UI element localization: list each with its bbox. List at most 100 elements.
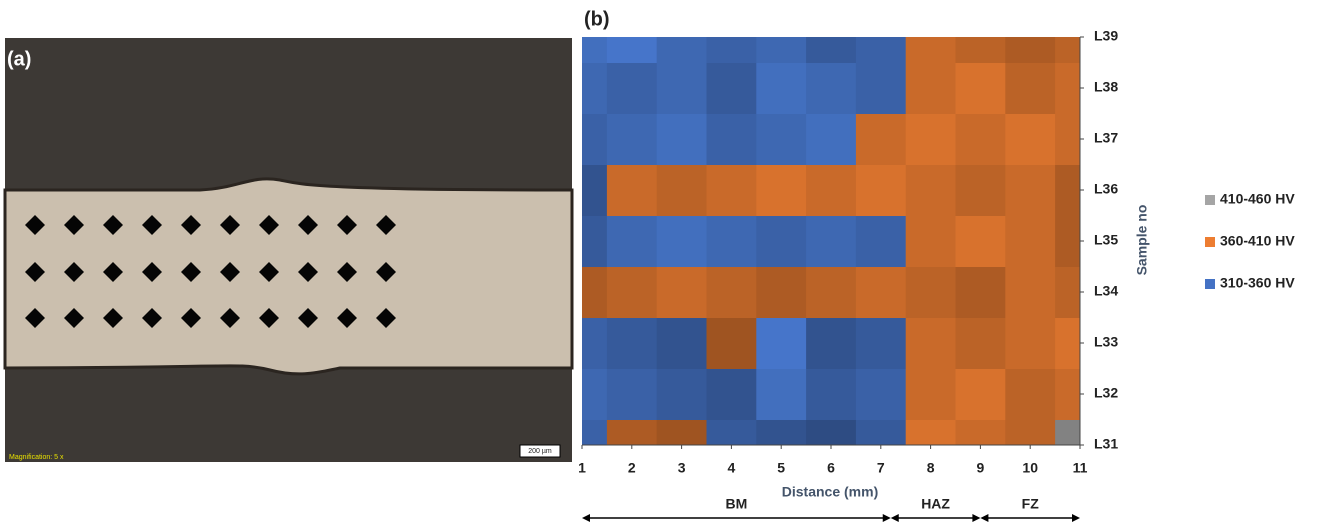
- hardness-cell: [856, 12, 906, 64]
- hardness-cell: [906, 63, 956, 115]
- y-tick-label: L38: [1094, 79, 1118, 95]
- x-tick-label: 10: [1022, 460, 1038, 476]
- y-tick-label: L36: [1094, 181, 1118, 197]
- hardness-cell: [856, 267, 906, 319]
- hardness-cell: [956, 165, 1006, 217]
- hardness-cell: [906, 216, 956, 268]
- x-tick-label: 9: [977, 460, 985, 476]
- hardness-cell: [607, 12, 657, 64]
- hardness-cell: [607, 318, 657, 370]
- hardness-cell: [956, 63, 1006, 115]
- hardness-cell: [806, 216, 856, 268]
- hardness-cell: [756, 63, 806, 115]
- arrow-head: [891, 514, 899, 522]
- hardness-cell: [707, 63, 757, 115]
- x-tick-label: 5: [777, 460, 785, 476]
- weld-strip: [5, 179, 572, 374]
- x-tick-label: 3: [678, 460, 686, 476]
- hardness-cell: [1005, 318, 1055, 370]
- legend-label: 360-410 HV: [1220, 233, 1295, 249]
- x-tick-label: 7: [877, 460, 885, 476]
- hardness-cell: [607, 216, 657, 268]
- legend-label: 410-460 HV: [1220, 191, 1295, 207]
- hardness-cell: [657, 12, 707, 64]
- x-tick-label: 11: [1073, 460, 1088, 476]
- hardness-cell: [756, 216, 806, 268]
- hardness-cell: [607, 114, 657, 166]
- hardness-cell: [707, 114, 757, 166]
- hardness-cell: [806, 114, 856, 166]
- arrow-head: [883, 514, 891, 522]
- hardness-cell: [956, 318, 1006, 370]
- hardness-cell: [856, 369, 906, 421]
- scale-bar-label: 200 µm: [528, 448, 552, 455]
- y-tick-label: L39: [1094, 28, 1118, 44]
- hardness-cell: [1005, 12, 1055, 64]
- hardness-cell: [607, 267, 657, 319]
- hardness-cell: [657, 267, 707, 319]
- region-label: BM: [725, 496, 747, 512]
- hardness-cell: [1005, 267, 1055, 319]
- hardness-cell: [607, 165, 657, 217]
- hardness-cell: [756, 165, 806, 217]
- magnification: Magnification: 5 x: [9, 454, 64, 461]
- hardness-cell: [806, 165, 856, 217]
- figure: 200 µm Magnification: 5 x (a) (b) Distan…: [0, 0, 1323, 526]
- hardness-cell: [657, 318, 707, 370]
- contour-plot: [557, 12, 1105, 472]
- hardness-cell: [906, 114, 956, 166]
- hardness-cell: [707, 369, 757, 421]
- y-tick-label: L32: [1094, 385, 1118, 401]
- hardness-cell: [856, 63, 906, 115]
- hardness-cell: [756, 12, 806, 64]
- y-tick-label: L37: [1094, 130, 1118, 146]
- hardness-cell: [1005, 216, 1055, 268]
- x-tick-label: 6: [827, 460, 835, 476]
- hardness-cell: [756, 267, 806, 319]
- hardness-cell: [856, 114, 906, 166]
- hardness-cell: [956, 369, 1006, 421]
- y-axis-title: Sample no: [1134, 205, 1150, 276]
- x-tick-label: 2: [628, 460, 636, 476]
- hardness-cell: [1005, 63, 1055, 115]
- hardness-cell: [756, 318, 806, 370]
- hardness-cell: [657, 63, 707, 115]
- hardness-cell: [806, 369, 856, 421]
- x-tick-label: 8: [927, 460, 935, 476]
- hardness-cell: [707, 318, 757, 370]
- hardness-cell: [956, 216, 1006, 268]
- y-tick-label: L33: [1094, 334, 1118, 350]
- hardness-cell: [906, 267, 956, 319]
- hardness-cell: [1005, 369, 1055, 421]
- arrow-head: [972, 514, 980, 522]
- x-tick-label: 1: [578, 460, 586, 476]
- hardness-cell: [657, 114, 707, 166]
- hardness-cell: [707, 165, 757, 217]
- hardness-cell: [906, 12, 956, 64]
- hardness-cell: [806, 267, 856, 319]
- arrow-head: [980, 514, 988, 522]
- hardness-cell: [806, 318, 856, 370]
- hardness-cell: [657, 216, 707, 268]
- region-label: HAZ: [921, 496, 950, 512]
- hardness-cell: [856, 216, 906, 268]
- hardness-cell: [956, 267, 1006, 319]
- hardness-cell: [607, 63, 657, 115]
- legend-swatch: [1205, 237, 1215, 247]
- y-tick-label: L34: [1094, 283, 1118, 299]
- region-label: FZ: [1022, 496, 1040, 512]
- y-tick-label: L31: [1094, 436, 1118, 452]
- hardness-cell: [956, 114, 1006, 166]
- x-tick-label: 4: [728, 460, 736, 476]
- legend-swatch: [1205, 195, 1215, 205]
- hardness-cell: [657, 369, 707, 421]
- hardness-cell: [1005, 165, 1055, 217]
- hardness-cell: [906, 165, 956, 217]
- micrograph: 200 µm Magnification: 5 x (a): [5, 38, 572, 462]
- x-axis-title: Distance (mm): [782, 484, 878, 500]
- hardness-cell: [707, 12, 757, 64]
- arrow-head: [582, 514, 590, 522]
- y-tick-label: L35: [1094, 232, 1118, 248]
- hardness-cell: [856, 318, 906, 370]
- hardness-cell: [806, 63, 856, 115]
